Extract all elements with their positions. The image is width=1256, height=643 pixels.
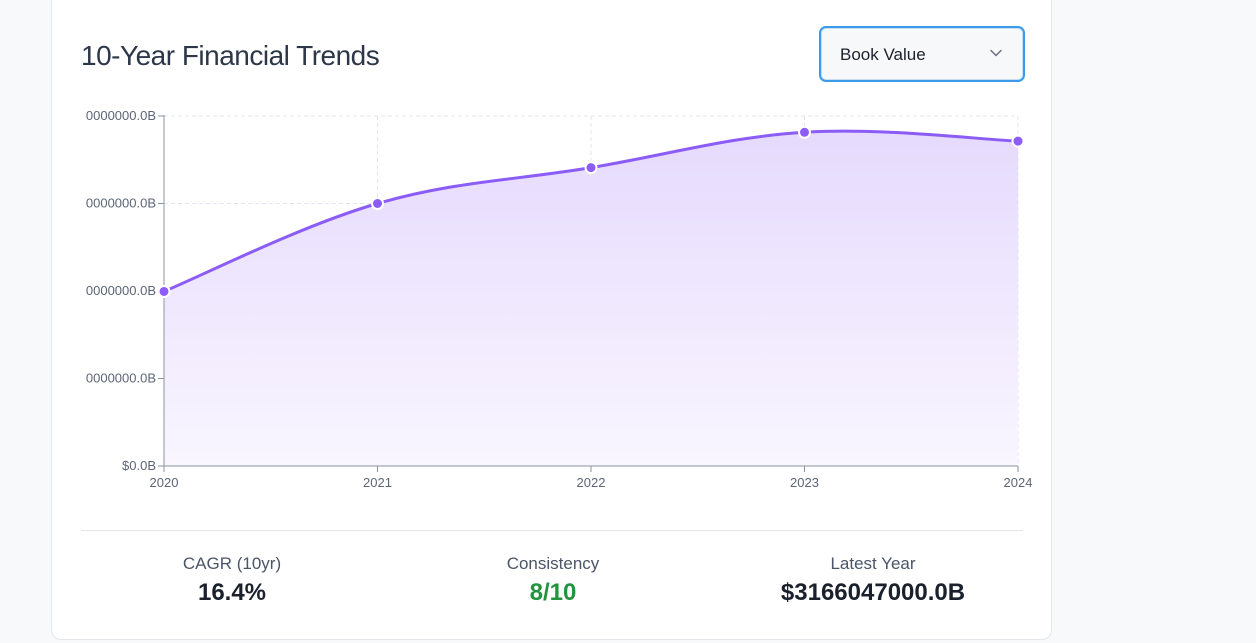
y-tick-label: $0.0B [122, 458, 156, 473]
data-point [798, 125, 811, 139]
y-tick-label: 0000000.0B [86, 283, 156, 298]
data-point [584, 161, 598, 175]
x-tick-label: 2021 [363, 475, 392, 490]
stat-cagr-label: CAGR (10yr) [182, 554, 282, 573]
x-tick-label: 2020 [150, 475, 179, 490]
x-tick-label: 2022 [577, 475, 606, 490]
chevron-down-icon [990, 49, 1002, 57]
y-tick-label: 0000000.0B [86, 108, 156, 123]
page-title: 10-Year Financial Trends [81, 40, 380, 71]
data-point [1011, 134, 1025, 148]
divider [81, 530, 1023, 531]
y-tick-label: 0000000.0B [86, 371, 156, 386]
stat-consistency: Consistency 8/10 [403, 554, 703, 607]
stat-latest-value: $3166047000.0B [780, 579, 966, 606]
stat-cagr-value: 16.4% [197, 579, 267, 606]
area-fill [164, 131, 1018, 466]
stat-consistency-value: 8/10 [529, 579, 577, 606]
x-tick-label: 2024 [1004, 475, 1033, 490]
metric-select[interactable]: Book Value [819, 26, 1025, 82]
x-tick-label: 2023 [790, 475, 819, 490]
book-value-area-chart: $0.0B 0000000.0B 0000000.0B 0000000.0B 00000… [86, 108, 1033, 490]
data-point [157, 284, 171, 298]
stat-cagr: CAGR (10yr) 16.4% [82, 554, 382, 607]
metric-select-value: Book Value [840, 45, 926, 64]
stat-latest-year: Latest Year $3166047000.0B [723, 554, 1023, 607]
data-point [371, 197, 384, 210]
stat-consistency-label: Consistency [506, 554, 600, 573]
stat-latest-label: Latest Year [830, 554, 916, 573]
financial-trends-card: 10-Year Financial Trends Book Value $0.0… [51, 0, 1052, 640]
y-tick-label: 0000000.0B [86, 196, 156, 211]
